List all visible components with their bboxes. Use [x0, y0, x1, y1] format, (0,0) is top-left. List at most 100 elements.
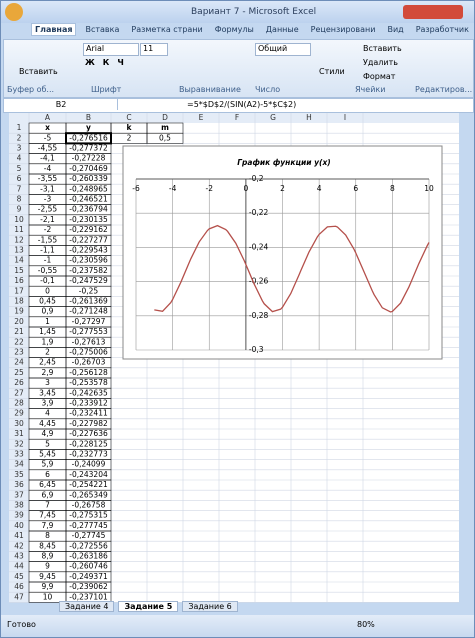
row-number: 46	[14, 582, 24, 591]
column-header: F	[235, 113, 239, 122]
font-style-button[interactable]: К	[102, 58, 110, 67]
row-number: 11	[14, 225, 24, 234]
cell: m	[161, 123, 169, 132]
ribbon-tab[interactable]: Разработчик	[415, 25, 469, 34]
insert-button[interactable]: Вставить	[363, 44, 402, 53]
column-header: H	[306, 113, 312, 122]
cell: 7,9	[42, 521, 54, 530]
row-number: 22	[14, 337, 24, 346]
cell: -0,249371	[69, 572, 108, 581]
cell: -0,55	[38, 266, 58, 275]
column-header: I	[344, 113, 346, 122]
row-number: 31	[14, 429, 24, 438]
cell: -0,272556	[69, 541, 108, 550]
cell: -0,275006	[69, 348, 108, 357]
cell: 5	[45, 439, 50, 448]
x-tick-label: 6	[353, 184, 358, 193]
cell: -0,260339	[69, 174, 108, 183]
formula-text[interactable]: =5*$D$2/(SIN(A2)-5*$C$2)	[187, 100, 297, 109]
sheet-tab[interactable]: Задание 6	[182, 601, 238, 612]
ribbon-tab[interactable]: Вид	[387, 25, 404, 34]
font-style-button[interactable]: Ж	[85, 58, 95, 67]
column-header: B	[86, 113, 91, 122]
cell: -0,227636	[69, 429, 108, 438]
sheet-tab[interactable]: Задание 4	[59, 601, 115, 612]
y-tick-label: -0,24	[249, 242, 269, 251]
cell: 7,45	[39, 511, 56, 520]
column-header: C	[126, 113, 131, 122]
cell: 4,45	[39, 419, 56, 428]
delete-button[interactable]: Удалить	[363, 58, 398, 67]
format-button[interactable]: Формат	[363, 72, 396, 81]
cell: -0,248965	[69, 184, 108, 193]
cell: -0,271248	[69, 307, 108, 316]
paste-button[interactable]: Вставить	[19, 67, 58, 76]
cell: -0,239062	[69, 582, 108, 591]
ribbon-tab[interactable]: Формулы	[214, 25, 254, 34]
sheet-tabs: Задание 4 Задание 5 Задание 6	[59, 601, 242, 613]
cell: -0,247529	[69, 276, 108, 285]
x-tick-label: 8	[390, 184, 395, 193]
column-header: E	[199, 113, 204, 122]
x-tick-label: 4	[317, 184, 322, 193]
cell: 2,9	[42, 368, 54, 377]
window-controls[interactable]	[403, 5, 463, 19]
cell: -2	[44, 225, 52, 234]
cell: 2	[127, 133, 132, 142]
row-number: 41	[14, 531, 24, 540]
cell: -0,233912	[69, 399, 108, 408]
cell: 4	[45, 409, 50, 418]
cell: -4,55	[38, 144, 58, 153]
cell: 9,45	[39, 572, 56, 581]
window-title: Вариант 7 - Microsoft Excel	[191, 7, 317, 17]
cell: -0,25	[79, 286, 99, 295]
office-button[interactable]	[5, 3, 23, 21]
cell: -1,1	[40, 246, 55, 255]
row-number: 28	[14, 399, 24, 408]
cell: 3,45	[39, 388, 56, 397]
active-cell	[65, 132, 112, 145]
cell: 7	[45, 501, 50, 510]
size-box[interactable]: 11	[140, 43, 168, 56]
row-number: 15	[14, 266, 24, 275]
cell: 3	[45, 378, 50, 387]
y-tick-label: -0,28	[249, 311, 269, 320]
font-style-button[interactable]: Ч	[117, 58, 124, 67]
cell: 9	[45, 562, 50, 571]
font-box[interactable]: Arial	[83, 43, 139, 56]
zoom-level: 80%	[357, 620, 375, 629]
ribbon-tab[interactable]: Данные	[265, 25, 299, 34]
row-number: 35	[14, 470, 24, 479]
row-number: 1	[17, 123, 22, 132]
styles-button[interactable]: Стили	[319, 67, 345, 76]
data-line	[154, 224, 430, 313]
row-number: 21	[14, 327, 24, 336]
y-tick-label: -0,26	[249, 277, 269, 286]
ribbon-tab[interactable]: Рецензировани	[310, 25, 376, 34]
cell: -0,26758	[72, 501, 106, 510]
cell: 6,9	[42, 490, 54, 499]
x-tick-label: 10	[424, 184, 434, 193]
cell: -0,263186	[69, 552, 108, 561]
sheet-tab[interactable]: Задание 5	[118, 601, 179, 612]
row-number: 38	[14, 501, 24, 510]
row-number: 19	[14, 307, 24, 316]
ribbon-tab[interactable]: Разметка страни	[131, 25, 203, 34]
ribbon-tab[interactable]: Вставка	[85, 25, 120, 34]
number-format-box[interactable]: Общий	[255, 43, 311, 56]
row-number: 43	[14, 552, 24, 561]
cell: 6,45	[39, 480, 56, 489]
cell: -0,232773	[69, 450, 108, 459]
cell: -0,275315	[69, 511, 108, 520]
y-tick-label: -0,2	[249, 174, 264, 183]
cell: 8,9	[42, 552, 54, 561]
cell: 3,9	[42, 399, 54, 408]
name-box[interactable]: B2	[5, 99, 118, 110]
cell: k	[127, 123, 133, 132]
row-number: 20	[14, 317, 24, 326]
ribbon-tab[interactable]: Главная	[31, 23, 77, 36]
cell: -0,277745	[69, 521, 108, 530]
column-header: D	[162, 113, 168, 122]
